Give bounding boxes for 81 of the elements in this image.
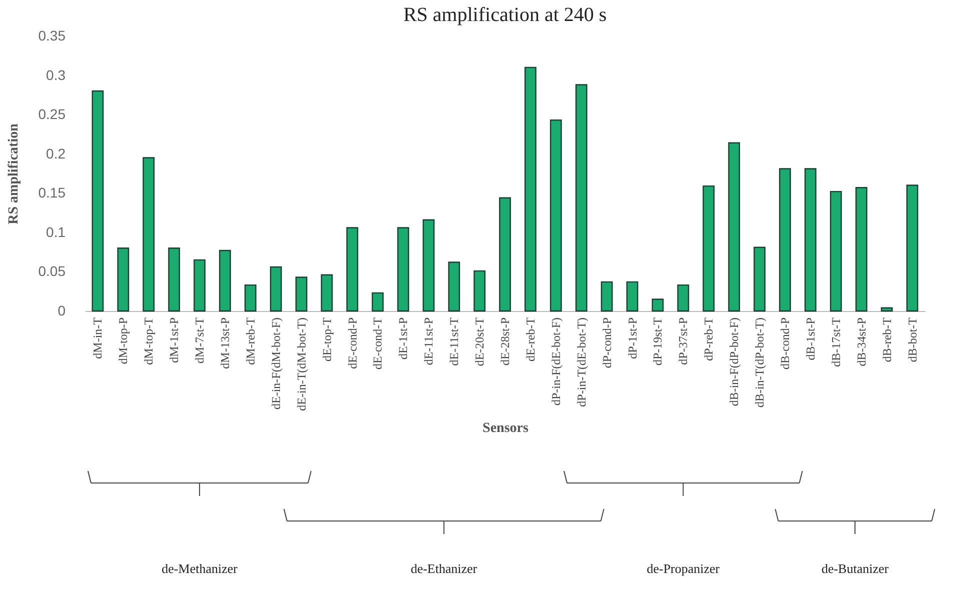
bar bbox=[626, 281, 638, 312]
x-tick-label: dE-1st-P bbox=[396, 317, 410, 360]
x-tick-label: dP-in-F(dE-bot-F) bbox=[548, 318, 563, 406]
bar bbox=[652, 298, 664, 312]
y-tick-label: 0.3 bbox=[46, 66, 66, 83]
x-tick-label: dM-top-T bbox=[142, 316, 156, 365]
bar bbox=[524, 66, 536, 312]
x-tick-label: dP-in-T(dE-bot-T) bbox=[574, 318, 588, 407]
bar bbox=[830, 190, 842, 312]
bar bbox=[474, 270, 486, 312]
bar bbox=[575, 84, 588, 312]
bar bbox=[295, 276, 308, 312]
bar bbox=[779, 168, 791, 312]
y-tick-label: 0.2 bbox=[46, 145, 66, 162]
bar bbox=[677, 284, 690, 312]
bar bbox=[702, 185, 715, 312]
bar bbox=[422, 219, 435, 312]
bar bbox=[142, 157, 155, 312]
text: de-Butanizer bbox=[821, 561, 890, 576]
bar bbox=[92, 90, 104, 312]
x-tick-label: dP-19st-T bbox=[650, 316, 665, 366]
bar bbox=[550, 119, 562, 312]
x-tick-label: dM-1st-P bbox=[167, 317, 182, 363]
bar bbox=[397, 227, 410, 312]
x-tick-label: dB-1st-P bbox=[803, 317, 818, 360]
bar bbox=[346, 227, 358, 312]
x-tick-label: dM-reb-T bbox=[243, 316, 258, 365]
bar bbox=[168, 248, 180, 312]
y-tick-label: 0.15 bbox=[38, 184, 66, 201]
y-tick-label: 0.35 bbox=[38, 28, 66, 44]
x-tick-label: dM-top-P bbox=[116, 317, 130, 364]
y-axis-title: RS amplification bbox=[6, 123, 22, 224]
bar bbox=[117, 248, 130, 312]
x-tick-label: dE-28st-P bbox=[498, 317, 512, 366]
x-tick-label: dE-11st-P bbox=[422, 317, 436, 366]
x-tick-label: dB-in-F(dP-bot-F) bbox=[727, 318, 742, 406]
y-tick-label: 0.1 bbox=[46, 224, 66, 240]
x-tick-label: dE-reb-T bbox=[523, 316, 538, 362]
x-tick-label: dB-cond-P bbox=[778, 317, 792, 370]
bar bbox=[804, 168, 816, 312]
x-tick-label: dE-11st-T bbox=[447, 316, 462, 366]
bar bbox=[320, 274, 333, 312]
bar bbox=[880, 307, 893, 312]
text: de-Methanizer bbox=[162, 561, 238, 576]
x-tick-label: dE-top-T bbox=[320, 316, 334, 362]
bar bbox=[600, 281, 613, 312]
bar bbox=[754, 246, 766, 312]
bar bbox=[194, 259, 206, 312]
x-tick-label: dB-reb-T bbox=[880, 316, 894, 362]
x-tick-label: dB-in-T(dP-bot-T) bbox=[752, 318, 767, 408]
text: de-Propanizer bbox=[646, 561, 720, 576]
x-tick-label: dB-17st-T bbox=[828, 316, 843, 367]
text: de-Ethanizer bbox=[410, 561, 478, 576]
x-tick-label: dP-37st-P bbox=[676, 317, 690, 365]
x-tick-label: dM-13st-P bbox=[218, 317, 232, 369]
x-tick-label: dP-cond-P bbox=[600, 317, 614, 368]
x-tick-label: dB-bot-T bbox=[905, 316, 920, 362]
x-axis-title: Sensors bbox=[482, 420, 529, 436]
chart-title: RS amplification at 240 s bbox=[403, 4, 607, 26]
bar bbox=[499, 197, 511, 312]
y-tick-label: 0 bbox=[58, 302, 66, 318]
x-tick-label: dP-1st-P bbox=[625, 317, 640, 359]
bar bbox=[906, 184, 918, 312]
bar bbox=[448, 262, 460, 312]
x-tick-label: dP-reb-T bbox=[702, 316, 716, 361]
x-tick-label: dE-20st-T bbox=[472, 316, 487, 366]
x-tick-label: dM-in-T bbox=[90, 316, 105, 359]
x-tick-label: dE-in-T(dM-bot-T) bbox=[294, 318, 308, 411]
x-tick-label: dE-cond-T bbox=[370, 316, 385, 370]
x-tick-label: dM-7st-T bbox=[192, 316, 207, 364]
bar bbox=[372, 292, 384, 312]
x-tick-label: dE-cond-P bbox=[345, 317, 360, 369]
bar bbox=[270, 266, 282, 312]
bar bbox=[219, 250, 231, 312]
x-tick-label: dE-in-F(dM-bot-F) bbox=[268, 318, 283, 410]
bar bbox=[855, 187, 868, 312]
x-tick-label: dB-34st-P bbox=[854, 317, 868, 366]
y-tick-label: 0.25 bbox=[38, 106, 66, 122]
bar bbox=[244, 284, 256, 312]
bar bbox=[728, 142, 740, 312]
y-tick-label: 0.05 bbox=[38, 263, 66, 280]
